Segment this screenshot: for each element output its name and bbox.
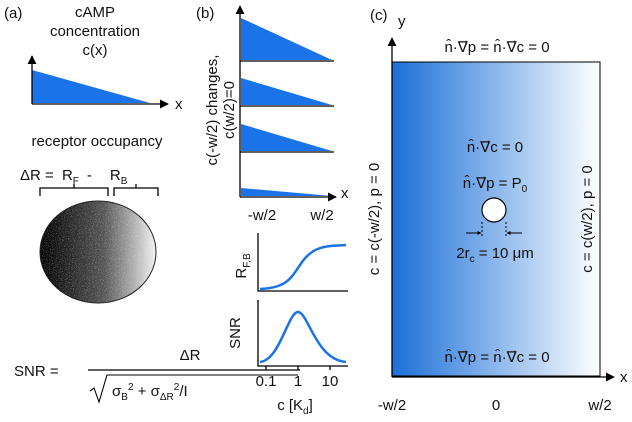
label-main: R xyxy=(233,268,250,279)
title-line: cAMP xyxy=(75,4,115,21)
cell-texture xyxy=(40,201,156,303)
eq-part: R xyxy=(62,167,73,184)
axis-label: y xyxy=(398,13,406,30)
eq-sub: B xyxy=(121,176,128,187)
eq-sub: ΔR xyxy=(160,392,174,403)
concentration-profile xyxy=(32,70,150,103)
eq-part: R xyxy=(110,167,121,184)
panel-label: (a) xyxy=(4,5,22,22)
tick-label: 1 xyxy=(294,373,302,390)
panel-a: (a) cAMP concentration c(x) x receptor o… xyxy=(4,4,300,404)
tick-label: -w/2 xyxy=(378,397,406,414)
panel-label: (c) xyxy=(370,7,388,24)
label-main: 2r xyxy=(456,245,469,262)
section-title: receptor occupancy xyxy=(32,133,163,150)
profile xyxy=(241,124,332,151)
tick-label: 0.1 xyxy=(256,373,277,390)
axis-label: x xyxy=(175,96,183,113)
profile xyxy=(241,188,332,196)
eq-part: /I xyxy=(179,383,187,400)
cell-condition: n̂·∇⃗p = P0 xyxy=(463,175,528,195)
snr-lhs: SNR = xyxy=(14,363,59,380)
profile xyxy=(241,18,332,60)
axis-label: c(-w/2) changes, xyxy=(204,55,221,166)
label-main: c [K xyxy=(277,397,303,414)
bracket xyxy=(39,184,109,196)
axis-label: x xyxy=(341,185,349,202)
sqrt-sign xyxy=(89,374,298,404)
eq-part: ΔR = xyxy=(20,167,58,184)
snr-denominator: σB2 + σΔR2/I xyxy=(112,382,188,403)
axis-label: RF,B xyxy=(233,253,253,279)
eq-sup: 2 xyxy=(174,382,180,393)
label-sub: 0 xyxy=(522,184,528,195)
cell xyxy=(481,197,507,223)
tick-label: 10 xyxy=(322,373,339,390)
boundary-condition: n̂·∇⃗p = n̂·∇⃗c = 0 xyxy=(444,39,549,56)
panel-label: (b) xyxy=(196,5,214,22)
title-line: concentration xyxy=(50,23,140,40)
tick-label: 0 xyxy=(492,397,500,414)
label-end: ] xyxy=(309,397,313,414)
label-main: n̂·∇⃗p = P xyxy=(463,175,522,192)
label-sub: F,B xyxy=(242,253,253,268)
cell-outline xyxy=(39,200,157,304)
axis-label: c(w/2)=0 xyxy=(221,81,238,139)
eq-part: σ xyxy=(112,383,122,400)
eq-sup: 2 xyxy=(128,382,134,393)
title-line: c(x) xyxy=(83,42,108,59)
label-sub: c xyxy=(470,254,475,265)
eq-sub: F xyxy=(73,176,79,187)
boundary-condition: n̂·∇⃗p = n̂·∇⃗c = 0 xyxy=(444,349,549,366)
panel-c: (c) y x n̂·∇⃗p = n̂·∇⃗c = 0 n̂·∇⃗p = n̂·… xyxy=(366,7,628,414)
axis-label: c [Kd] xyxy=(277,397,313,417)
cell-size: 2rc = 10 μm xyxy=(456,245,533,265)
occupancy-curve xyxy=(259,243,347,291)
delta-r-equation: ΔR = RF - RB xyxy=(20,167,128,187)
snr-curve xyxy=(259,310,347,364)
tick-label: w/2 xyxy=(309,207,333,224)
profile xyxy=(241,78,332,105)
axis-label: SNR xyxy=(227,317,244,349)
tick-label: w/2 xyxy=(587,397,611,414)
eq-part: + σ xyxy=(134,383,161,400)
cell-condition: n̂·∇⃗c = 0 xyxy=(467,139,523,156)
boundary-condition: c = c(-w/2), p = 0 xyxy=(366,163,383,276)
bracket xyxy=(113,184,159,196)
axis-label: x xyxy=(620,369,628,386)
boundary-condition: c = c(w/2), p = 0 xyxy=(579,165,596,273)
axes xyxy=(257,300,348,367)
axes xyxy=(257,233,348,292)
tick-label: -w/2 xyxy=(248,207,276,224)
eq-sub: B xyxy=(121,392,128,403)
panel-b: (b) c(-w/2) changes, c(w/2)=0 x -w/2 w/2… xyxy=(196,5,349,417)
label-sub: d xyxy=(303,406,309,417)
label-end: = 10 μm xyxy=(475,245,534,262)
eq-part: - xyxy=(87,167,92,184)
snr-numerator: ΔR xyxy=(180,347,201,364)
